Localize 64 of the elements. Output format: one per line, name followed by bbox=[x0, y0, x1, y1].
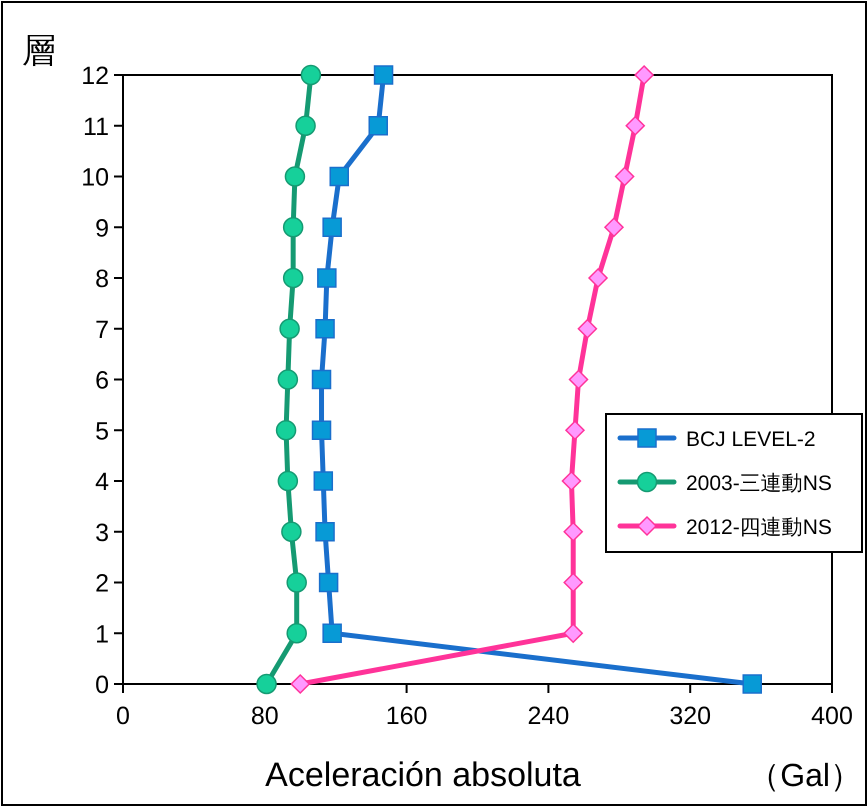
point bbox=[563, 522, 583, 542]
point bbox=[290, 674, 310, 694]
point bbox=[634, 65, 654, 85]
point bbox=[300, 64, 322, 86]
legend-label: 2003-三連動NS bbox=[686, 472, 832, 495]
y-tick-label: 11 bbox=[83, 112, 109, 141]
y-tick-label: 12 bbox=[81, 62, 109, 90]
y-tick-label: 7 bbox=[95, 316, 109, 344]
point bbox=[279, 318, 300, 339]
point bbox=[256, 674, 277, 694]
y-tick-label: 0 bbox=[95, 671, 109, 699]
point bbox=[282, 268, 304, 288]
point bbox=[578, 319, 598, 338]
point bbox=[276, 420, 296, 440]
y-tick-label: 4 bbox=[95, 468, 110, 496]
point bbox=[604, 218, 624, 237]
x-tick-label: 400 bbox=[811, 702, 853, 730]
point bbox=[278, 470, 298, 492]
point bbox=[286, 572, 307, 593]
point bbox=[278, 369, 298, 390]
x-axis-title: Aceleración absoluta bbox=[265, 756, 581, 794]
point bbox=[563, 572, 583, 592]
y-axis-title: 層 bbox=[22, 32, 56, 70]
point bbox=[588, 268, 608, 288]
point bbox=[322, 218, 342, 237]
point bbox=[742, 674, 762, 694]
legend-label: BCJ LEVEL-2 bbox=[686, 428, 816, 451]
point bbox=[315, 522, 335, 542]
point bbox=[312, 420, 332, 440]
y-tick-label: 9 bbox=[95, 214, 109, 242]
x-tick-label: 0 bbox=[116, 702, 130, 730]
x-tick-label: 240 bbox=[528, 702, 570, 730]
text: （Gal） bbox=[748, 757, 862, 793]
point bbox=[312, 370, 332, 390]
point bbox=[315, 319, 335, 338]
point bbox=[281, 522, 302, 542]
point bbox=[322, 624, 342, 643]
point bbox=[284, 166, 306, 187]
y-tick-label: 10 bbox=[81, 164, 109, 192]
y-tick-label: 1 bbox=[95, 620, 109, 648]
point bbox=[568, 370, 588, 390]
point bbox=[286, 623, 307, 644]
y-tick-label: 6 bbox=[95, 366, 109, 394]
point bbox=[614, 166, 634, 186]
point bbox=[565, 420, 585, 440]
point bbox=[374, 65, 394, 85]
y-tick-label: 5 bbox=[95, 417, 109, 446]
point bbox=[368, 116, 388, 136]
point bbox=[626, 116, 646, 136]
point bbox=[329, 166, 349, 186]
point bbox=[563, 624, 583, 643]
point bbox=[318, 572, 338, 592]
point bbox=[295, 116, 316, 136]
y-tick-label: 8 bbox=[95, 265, 109, 293]
point bbox=[314, 471, 334, 491]
point bbox=[317, 268, 337, 288]
y-tick-label: 3 bbox=[95, 518, 109, 547]
x-tick-label: 320 bbox=[669, 702, 712, 730]
x-tick-label: 80 bbox=[250, 702, 279, 730]
point bbox=[282, 217, 304, 238]
legend-label: 2012-四連動NS bbox=[686, 516, 832, 539]
y-tick-label: 2 bbox=[95, 570, 109, 598]
x-tick-label: 160 bbox=[386, 702, 428, 730]
point bbox=[562, 471, 582, 491]
